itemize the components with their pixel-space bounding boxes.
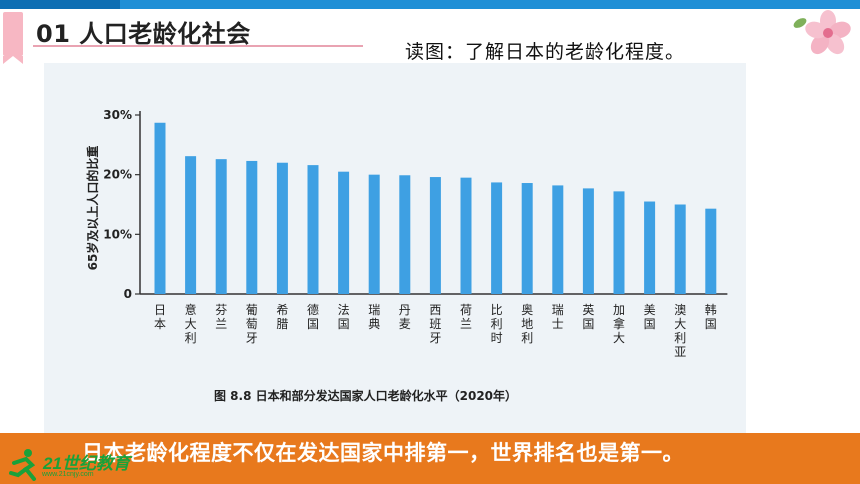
y-tick-label: 10% (103, 227, 132, 241)
bar (491, 182, 503, 294)
x-tick-label: 瑞士 (552, 303, 564, 331)
x-tick-label: 意大利 (185, 302, 197, 345)
y-axis-label: 65岁及以上人口的比重 (85, 146, 100, 271)
x-tick-label: 瑞典 (368, 303, 380, 331)
x-tick-label: 希腊 (276, 302, 288, 331)
x-tick-label: 澳大利亚 (674, 303, 686, 359)
bar (613, 191, 625, 294)
x-tick-label: 荷兰 (460, 303, 472, 331)
bar (399, 175, 411, 294)
bar (338, 171, 350, 294)
bar (276, 162, 288, 294)
bar (307, 165, 319, 294)
x-tick-label: 葡萄牙 (246, 303, 258, 345)
bar (154, 122, 166, 294)
chart-caption: 图 8.8 日本和部分发达国家人口老龄化水平（2020年） (214, 388, 517, 403)
x-tick-label: 芬兰 (215, 303, 227, 331)
x-tick-label: 丹麦 (399, 303, 411, 331)
slide-subtitle: 读图：了解日本的老龄化程度。 (405, 41, 686, 63)
site-logo: 21世纪教育 www.21cnjy.com (8, 447, 158, 483)
bar (215, 159, 227, 294)
bar (644, 201, 656, 294)
x-tick-label: 比利时 (491, 303, 503, 345)
y-tick-label: 30% (103, 108, 132, 122)
conclusion-text: 日本老龄化程度不仅在发达国家中排第一，世界排名也是第一。 (82, 441, 684, 465)
bar (705, 208, 717, 294)
section-marker (3, 12, 23, 64)
x-tick-label: 英国 (582, 303, 594, 331)
title-underline (33, 45, 363, 47)
bar-chart: 65岁及以上人口的比重 010%20%30% 日本意大利芬兰葡萄牙希腊德国法国瑞… (85, 108, 728, 403)
y-tick-label: 20% (103, 168, 132, 182)
bar (368, 174, 380, 294)
peach-blossom-icon (793, 10, 851, 55)
logo-text: 21世纪教育 (43, 454, 130, 473)
y-tick-label: 0 (124, 287, 132, 301)
top-band (0, 0, 860, 9)
x-tick-label: 美国 (644, 303, 656, 331)
conclusion-bar (0, 433, 860, 484)
x-tick-label: 奥地利 (521, 303, 533, 345)
bar (582, 188, 594, 294)
logo-url: www.21cnjy.com (42, 471, 94, 478)
x-tick-label: 日本 (154, 303, 166, 331)
x-tick-label: 西班牙 (429, 303, 441, 345)
x-tick-label: 加拿大 (613, 303, 625, 345)
bar (460, 177, 472, 294)
bar (552, 185, 564, 294)
x-tick-label: 德国 (307, 302, 319, 331)
bar (521, 183, 533, 294)
bar (246, 160, 258, 294)
bar (674, 204, 686, 294)
x-tick-label: 法国 (338, 303, 350, 331)
bar (429, 177, 441, 294)
x-tick-label: 韩国 (705, 302, 717, 331)
chart-photo: 65岁及以上人口的比重 0 10% 20% 30% 日本 意大利 芬兰 葡萄牙 希腊 德国 法国瑞… (44, 63, 746, 441)
top-band-accent (0, 0, 120, 9)
section-title: 01 人口老龄化社会 (36, 20, 251, 48)
runner-icon (9, 449, 36, 481)
bar (185, 156, 197, 294)
